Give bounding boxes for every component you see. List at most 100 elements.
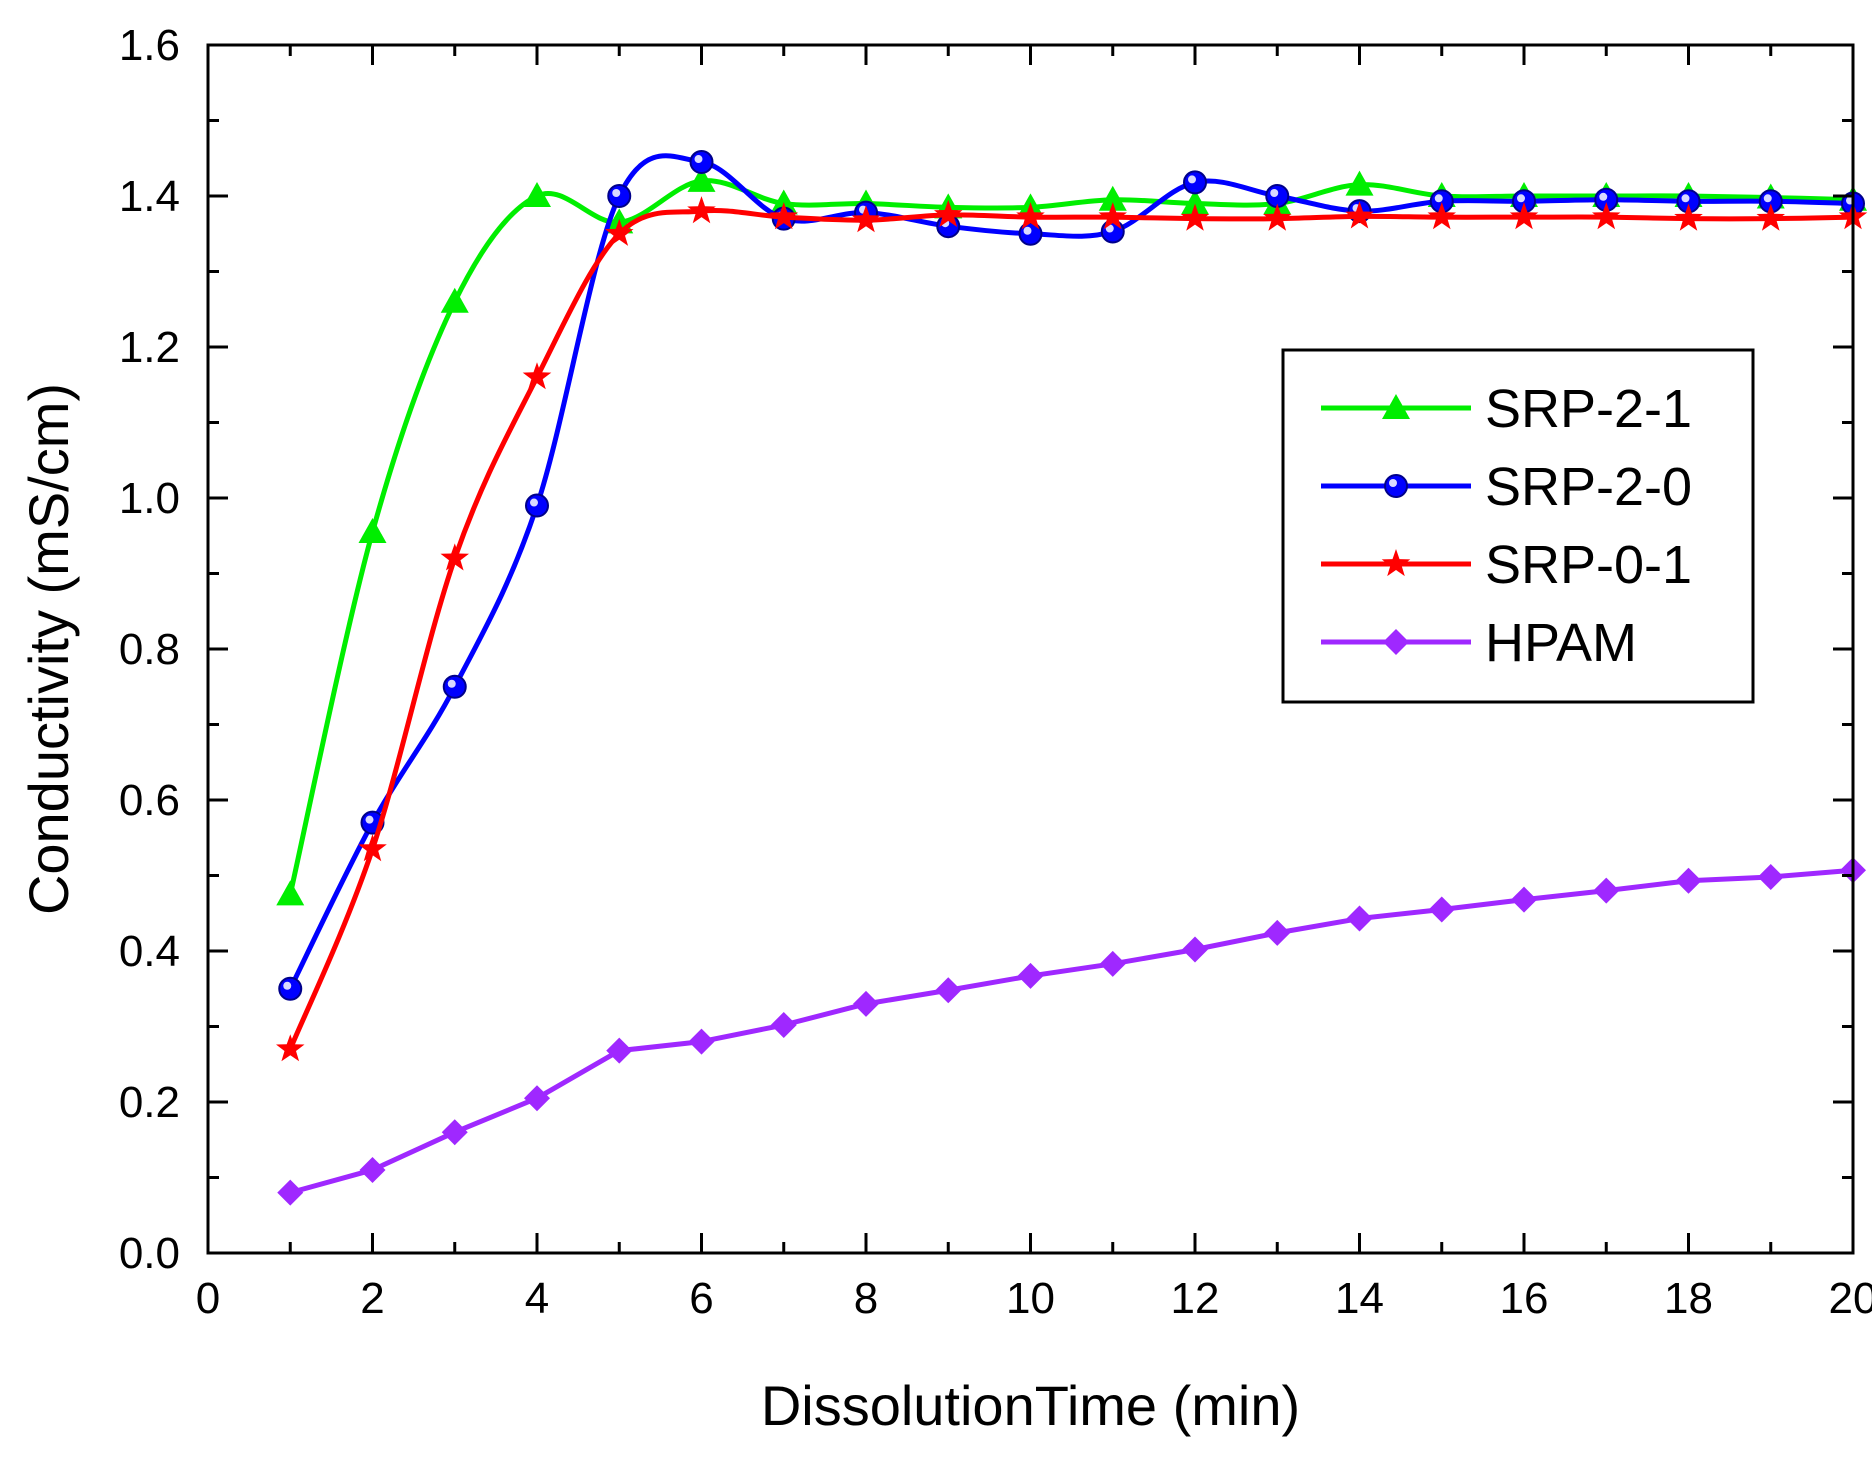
data-point-srp-2-0 (278, 976, 303, 1001)
x-tick-label: 6 (689, 1274, 713, 1323)
data-point-srp-2-1 (769, 189, 798, 215)
data-point-srp-2-0-highlight (1681, 194, 1690, 203)
legend-marker-hpam (1383, 629, 1409, 655)
data-point-srp-2-0-highlight (447, 679, 456, 688)
legend-label-srp-2-1: SRP-2-1 (1485, 379, 1692, 439)
y-tick-label: 0.0 (119, 1229, 180, 1278)
x-tick-label: 4 (525, 1274, 549, 1323)
data-point-srp-2-0-highlight (1763, 194, 1772, 203)
data-point-srp-0-1 (1345, 201, 1374, 229)
legend: SRP-2-1 SRP-2-0 SRP-0-1 HPAM (1281, 348, 1755, 704)
data-point-srp-2-0-highlight (1188, 175, 1196, 184)
data-point-srp-2-0 (1265, 184, 1290, 208)
tick-layer: 0 2 4 6 8 10 12 14 16 18 20 0.0 0.2 0.4 0.6 0.8 1.0 1.2 1.… (119, 21, 1872, 1323)
data-point-hpam (1346, 905, 1373, 932)
data-point-srp-2-0 (1100, 219, 1125, 244)
data-point-hpam (1428, 896, 1455, 923)
data-point-srp-0-1 (1016, 202, 1045, 230)
data-point-srp-2-1 (1181, 189, 1209, 215)
data-point-srp-0-1 (358, 834, 387, 862)
data-point-hpam (1675, 867, 1702, 894)
y-tick-label: 1.2 (119, 323, 180, 372)
data-point-srp-0-1 (1509, 202, 1539, 230)
data-point-srp-2-0-highlight (1434, 194, 1443, 203)
data-point-hpam (606, 1037, 633, 1064)
series-line-srp-2-0 (288, 153, 1854, 990)
data-point-srp-2-0-highlight (365, 815, 374, 824)
data-point-srp-0-1 (1674, 203, 1703, 231)
legend-label-hpam: HPAM (1485, 613, 1637, 673)
data-point-hpam (935, 977, 962, 1004)
data-point-srp-0-1 (1263, 203, 1292, 231)
data-point-srp-0-1 (605, 218, 634, 246)
data-point-srp-2-0 (1183, 170, 1207, 195)
data-point-hpam (770, 1011, 797, 1038)
data-point-srp-2-1 (358, 517, 387, 543)
data-point-hpam (524, 1085, 550, 1112)
data-point-srp-0-1 (934, 199, 963, 227)
data-point-srp-2-1 (1098, 185, 1127, 211)
data-point-srp-0-1 (687, 196, 716, 224)
data-point-srp-2-0-highlight (530, 498, 538, 507)
data-point-srp-2-0-highlight (1270, 189, 1279, 197)
data-point-srp-2-0-highlight (612, 189, 621, 197)
data-point-srp-2-0 (607, 184, 632, 208)
data-point-srp-2-1 (687, 166, 716, 192)
series-line-srp-0-1 (287, 208, 1854, 1051)
x-tick-label: 2 (360, 1274, 384, 1323)
data-point-srp-0-1 (276, 1034, 305, 1062)
x-tick-label: 10 (1006, 1274, 1055, 1323)
data-point-hpam (1757, 864, 1784, 891)
y-tick-label: 0.4 (119, 927, 180, 976)
data-point-srp-2-1 (440, 287, 469, 313)
data-point-hpam (1182, 936, 1208, 963)
data-point-srp-2-0-highlight (283, 981, 292, 990)
data-point-hpam (853, 990, 879, 1017)
data-point-hpam (1017, 962, 1044, 989)
data-point-hpam (1099, 950, 1126, 977)
data-point-hpam (1511, 886, 1537, 913)
data-point-hpam (1593, 877, 1620, 904)
x-tick-label: 20 (1829, 1274, 1872, 1323)
legend-marker-srp-2-0 (1384, 474, 1408, 498)
x-tick-label: 18 (1664, 1274, 1713, 1323)
x-tick-label: 8 (854, 1274, 878, 1323)
data-point-hpam (277, 1179, 304, 1206)
y-tick-label: 1.6 (119, 21, 180, 70)
data-point-srp-2-0 (442, 674, 467, 699)
x-tick-label: 0 (196, 1274, 220, 1323)
data-point-srp-0-1 (1098, 202, 1127, 230)
data-point-srp-2-1 (276, 880, 305, 906)
series-line-hpam (289, 867, 1854, 1196)
data-point-srp-0-1 (522, 362, 552, 390)
x-tick-label: 16 (1500, 1274, 1549, 1323)
y-tick-label: 0.8 (119, 625, 180, 674)
data-point-srp-2-0-highlight (1023, 226, 1032, 235)
data-point-srp-0-1 (1756, 203, 1785, 231)
y-tick-label: 1.0 (119, 474, 180, 523)
legend-label-srp-2-0: SRP-2-0 (1485, 457, 1692, 517)
x-axis-title: DissolutionTime (min) (761, 1374, 1300, 1437)
legend-marker-srp-0-1 (1381, 549, 1411, 577)
legend-marker-srp-2-0-highlight (1389, 479, 1397, 487)
data-point-srp-0-1 (440, 543, 469, 571)
data-point-hpam (688, 1028, 715, 1055)
data-point-srp-2-0-highlight (1517, 194, 1525, 203)
data-point-srp-2-0-highlight (1599, 192, 1608, 201)
series-srp-2-0 (278, 150, 1865, 1001)
data-point-hpam (1264, 919, 1291, 946)
y-tick-label: 1.4 (119, 172, 180, 221)
data-point-srp-2-0-highlight (694, 155, 703, 164)
y-axis-title: Conductivity (mS/cm) (17, 383, 80, 915)
data-point-srp-0-1 (769, 202, 798, 230)
data-point-srp-0-1 (1592, 202, 1621, 230)
series-layer (276, 150, 1868, 1206)
data-point-srp-2-1 (1345, 170, 1374, 196)
x-tick-label: 12 (1171, 1274, 1220, 1323)
y-tick-label: 0.6 (119, 776, 180, 825)
data-point-srp-0-1 (851, 205, 881, 233)
legend-marker-srp-2-1 (1382, 394, 1410, 419)
legend-label-srp-0-1: SRP-0-1 (1485, 535, 1692, 595)
